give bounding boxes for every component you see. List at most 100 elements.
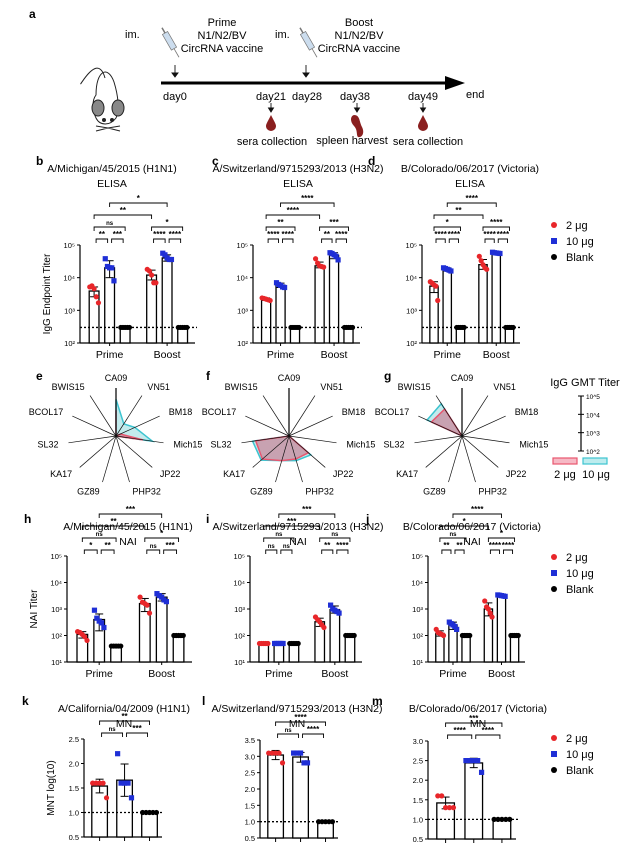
data-point: [489, 614, 495, 620]
chart-m-mn-victoria: m B/Colorado/06/2017 (Victoria) MN 0.5 1.0 1.…: [372, 694, 547, 844]
significance-label: **: [455, 206, 462, 215]
data-point: [291, 750, 297, 756]
data-point: [265, 640, 271, 647]
spleen-icon: [351, 115, 364, 138]
boost-label: Boost: [345, 17, 373, 29]
significance-bracket: [146, 549, 161, 554]
x-tick-label: Boost: [154, 349, 181, 361]
data-point: [115, 751, 121, 757]
y-tick-label: 2.0: [69, 760, 79, 769]
y-tick-label: 3.0: [245, 752, 255, 761]
significance-label: *: [166, 218, 170, 227]
significance-label: *: [137, 194, 141, 203]
data-point: [312, 256, 319, 262]
bar: [442, 268, 453, 344]
legend-label: 10 μg: [582, 469, 610, 481]
radar-axis: [115, 435, 130, 483]
significance-bracket: [433, 214, 484, 219]
legend-marker-circle: [551, 767, 557, 773]
significance-label: ns: [150, 544, 158, 550]
panel-label: d: [368, 154, 375, 168]
radar-axis-label: BCOL17: [375, 407, 410, 417]
significance-label: **: [443, 541, 450, 550]
significance-bracket: [497, 238, 508, 243]
bar: [328, 254, 340, 344]
significance-bracket: [265, 214, 321, 219]
significance-bracket: [503, 549, 514, 554]
x-tick-label: Prime: [439, 668, 467, 680]
y-tick-label: 10²: [237, 339, 248, 348]
data-point: [515, 632, 521, 639]
y-tick-label: 10⁵: [234, 552, 245, 561]
data-point: [304, 760, 311, 766]
data-point: [336, 610, 342, 616]
significance-label: **: [277, 218, 284, 227]
bar: [292, 756, 310, 839]
significance-label: **: [99, 230, 106, 239]
data-point: [281, 284, 288, 291]
data-point: [180, 632, 186, 639]
y-tick-label: 3.5: [245, 736, 255, 745]
radar-axis-label: JP22: [506, 469, 527, 479]
data-point: [168, 256, 175, 263]
data-point: [497, 250, 503, 257]
significance-bracket: [81, 525, 146, 530]
significance-label: *: [89, 541, 93, 550]
data-point: [295, 640, 301, 647]
significance-bracket: [101, 732, 124, 737]
data-point: [82, 634, 88, 640]
y-tick-label: 10⁴: [411, 579, 423, 588]
significance-label: ****: [471, 505, 484, 514]
data-point: [484, 266, 490, 272]
significance-label: ***: [126, 505, 136, 514]
significance-bracket: [265, 549, 278, 554]
data-point: [467, 758, 473, 764]
y-tick-label: 1.5: [245, 801, 255, 810]
panel-label: c: [212, 154, 219, 168]
legend-label: 10 μg: [566, 568, 594, 580]
radar-axis-label: Mich15: [173, 439, 202, 449]
bar: [141, 811, 158, 838]
y-tick-label: 10¹: [412, 658, 423, 667]
significance-label: ***: [113, 230, 123, 239]
significance-label: ****: [466, 194, 479, 203]
significance-bracket: [263, 525, 321, 530]
data-point: [471, 758, 477, 764]
radar-scale-label: 10^3: [586, 431, 600, 438]
significance-bracket: [263, 537, 295, 542]
data-point: [144, 602, 150, 608]
significance-label: **: [105, 541, 112, 550]
bar: [496, 594, 507, 663]
significance-label: ****: [336, 541, 349, 550]
significance-bracket: [151, 226, 184, 231]
legend-label: 2 μg: [554, 469, 576, 481]
radar-axis: [288, 435, 337, 444]
significance-label: ns: [285, 728, 293, 734]
significance-label: ****: [483, 230, 496, 239]
radar-axis-label: Mich15: [346, 439, 375, 449]
panel-label: m: [372, 694, 383, 708]
timeline-arrow-head: [445, 76, 465, 90]
significance-bracket: [452, 513, 502, 518]
radar-axis: [288, 435, 326, 468]
panel-label: b: [36, 154, 43, 168]
chart-f-radar: f CA09 VN51 BM18 Mich15 JP22 PHP32 GZ89 KA17 SL32…: [202, 369, 376, 497]
significance-bracket: [475, 734, 501, 739]
y-tick-label: 10²: [64, 339, 75, 348]
chart-subtitle: NAI: [463, 536, 481, 548]
chart-j-nai-victoria: j B/Colorado/06/2017 (Victoria) NAI 10¹ 10² 1…: [365, 505, 541, 680]
bar: [161, 257, 173, 344]
injection-arrow-head: [302, 72, 310, 78]
significance-bracket: [454, 549, 465, 554]
legend-marker-circle: [551, 254, 557, 260]
significance-bracket: [280, 549, 293, 554]
data-point: [162, 252, 168, 258]
chart-subtitle: ELISA: [455, 178, 485, 190]
data-point: [98, 620, 105, 626]
data-point: [91, 607, 98, 613]
significance-bracket: [435, 238, 446, 243]
significance-bracket: [144, 537, 180, 542]
data-point: [510, 324, 516, 331]
data-point: [137, 594, 143, 600]
y-tick-label: 10⁴: [50, 579, 62, 588]
